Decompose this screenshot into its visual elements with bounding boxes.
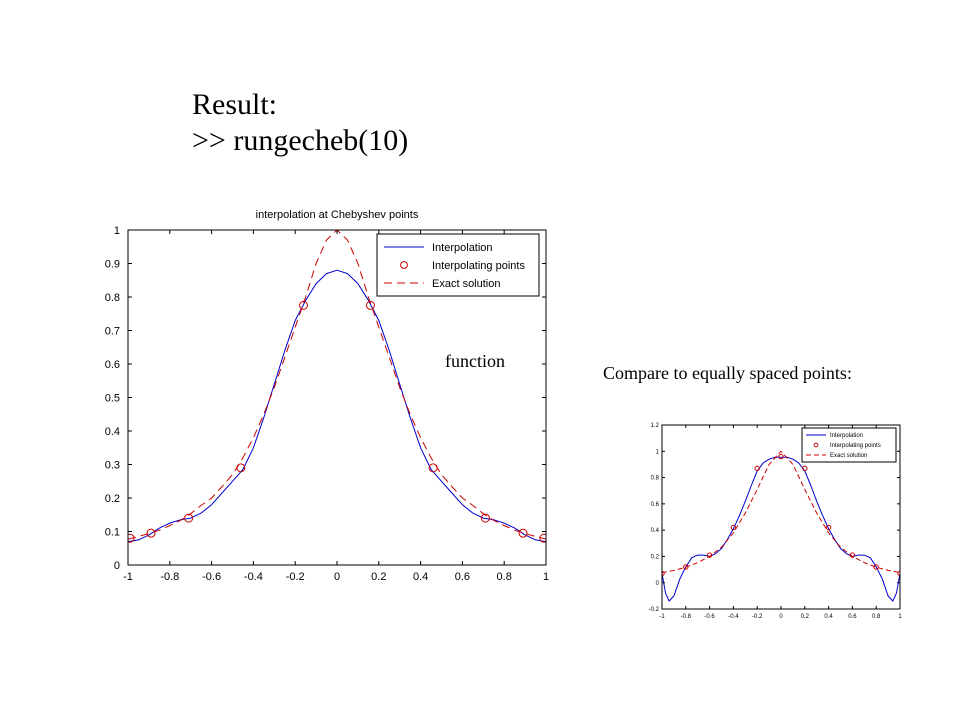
- equispaced-chart: -1 -0.8 -0.6 -0.4 -0.2 0 0.2 0.4 0.6 0.8 1 -0.2 0 0.2…: [649, 423, 903, 620]
- y-tick-label: 0.3: [105, 459, 120, 471]
- y-tick-label: 1: [114, 225, 120, 237]
- x-tick-label: 0.8: [497, 571, 512, 583]
- x-tick-label: 1: [898, 614, 902, 620]
- legend-label: Exact solution: [830, 453, 867, 459]
- x-tick-label: -0.2: [286, 571, 305, 583]
- y-tick-label: 0.4: [651, 528, 660, 534]
- y-tick-label: 0.1: [105, 526, 120, 538]
- legend-label: Exact solution: [432, 278, 500, 290]
- y-tick-label: 0.8: [651, 476, 660, 482]
- interpolating-point: [802, 465, 808, 472]
- legend-box: [376, 233, 540, 297]
- function-label: function: [445, 351, 505, 371]
- x-tick-label: 1: [543, 571, 549, 583]
- x-tick-label: -0.6: [704, 614, 715, 620]
- x-tick-label: 0: [334, 571, 340, 583]
- interpolating-point: [683, 564, 689, 570]
- axes-box: [661, 424, 901, 610]
- x-tick-label: 0.2: [801, 614, 810, 620]
- x-tick-label: 0.4: [824, 614, 833, 620]
- y-tick-label: 1.2: [651, 423, 660, 429]
- y-tick-label: 0.8: [105, 292, 120, 304]
- exact-solution-line: [662, 450, 900, 574]
- interpolating-point: [778, 453, 784, 460]
- y-tick-label: -0.2: [649, 607, 660, 613]
- y-tick-label: 0.6: [651, 502, 660, 508]
- y-tick-label: 0: [656, 581, 660, 587]
- interpolating-point: [184, 513, 194, 523]
- result-heading: Result:: [192, 88, 278, 121]
- x-tick-label: -1: [123, 571, 133, 583]
- y-tick-label: 0.4: [105, 426, 120, 438]
- y-tick-label: 0.6: [105, 359, 120, 371]
- command-line: >> rungecheb(10): [192, 124, 409, 157]
- x-tick-label: 0.8: [872, 614, 881, 620]
- x-tick-label: 0: [779, 614, 783, 620]
- interpolating-point: [825, 524, 832, 531]
- plot-series-group: [128, 230, 546, 543]
- x-tick-label: 0.4: [413, 571, 428, 583]
- legend-label: Interpolating points: [432, 260, 525, 272]
- y-tick-label: 0.7: [105, 325, 120, 337]
- interpolating-point: [128, 533, 135, 543]
- y-tick-label: 0: [114, 560, 120, 572]
- plot-series-group: [662, 450, 900, 602]
- x-tick-label: 0.6: [455, 571, 470, 583]
- x-tick-label: -0.8: [681, 614, 692, 620]
- x-tick-label: -0.4: [244, 571, 263, 583]
- legend-label: Interpolating points: [830, 443, 881, 449]
- y-tick-label: 0.2: [651, 555, 660, 561]
- interpolating-point: [662, 570, 665, 577]
- legend-label: Interpolation: [830, 433, 863, 439]
- chart-title: interpolation at Chebyshev points: [256, 209, 419, 221]
- interpolating-point: [146, 528, 156, 538]
- axes-box: [127, 229, 547, 566]
- interpolating-point: [539, 533, 546, 543]
- y-tick-label: 0.5: [105, 392, 120, 404]
- x-tick-label: -0.8: [160, 571, 179, 583]
- exact-solution-line: [128, 230, 546, 540]
- interpolating-point: [873, 564, 879, 570]
- y-tick-label: 0.2: [105, 493, 120, 505]
- interpolating-point: [299, 300, 309, 310]
- chebyshev-chart: interpolation at Chebyshev points -1 -0.8 -…: [105, 209, 549, 583]
- x-tick-label: -1: [659, 614, 665, 620]
- x-tick-label: -0.4: [728, 614, 739, 620]
- interpolating-point: [480, 513, 490, 523]
- legend-marker: [400, 261, 408, 269]
- interpolating-point: [518, 528, 528, 538]
- x-tick-label: 0.6: [848, 614, 857, 620]
- x-tick-label: -0.6: [202, 571, 221, 583]
- interpolating-point: [730, 524, 737, 531]
- interpolating-point: [754, 465, 760, 472]
- x-tick-label: -0.2: [752, 614, 763, 620]
- interpolating-point: [706, 552, 713, 558]
- interpolation-line: [128, 269, 546, 543]
- compare-caption: Compare to equally spaced points:: [603, 363, 852, 383]
- interpolating-point: [365, 300, 375, 310]
- y-tick-label: 0.9: [105, 258, 120, 270]
- legend-marker: [813, 442, 819, 448]
- x-tick-label: 0.2: [371, 571, 386, 583]
- legend-label: Interpolation: [432, 242, 493, 254]
- interpolation-line: [662, 456, 900, 602]
- y-tick-label: 1: [656, 449, 660, 455]
